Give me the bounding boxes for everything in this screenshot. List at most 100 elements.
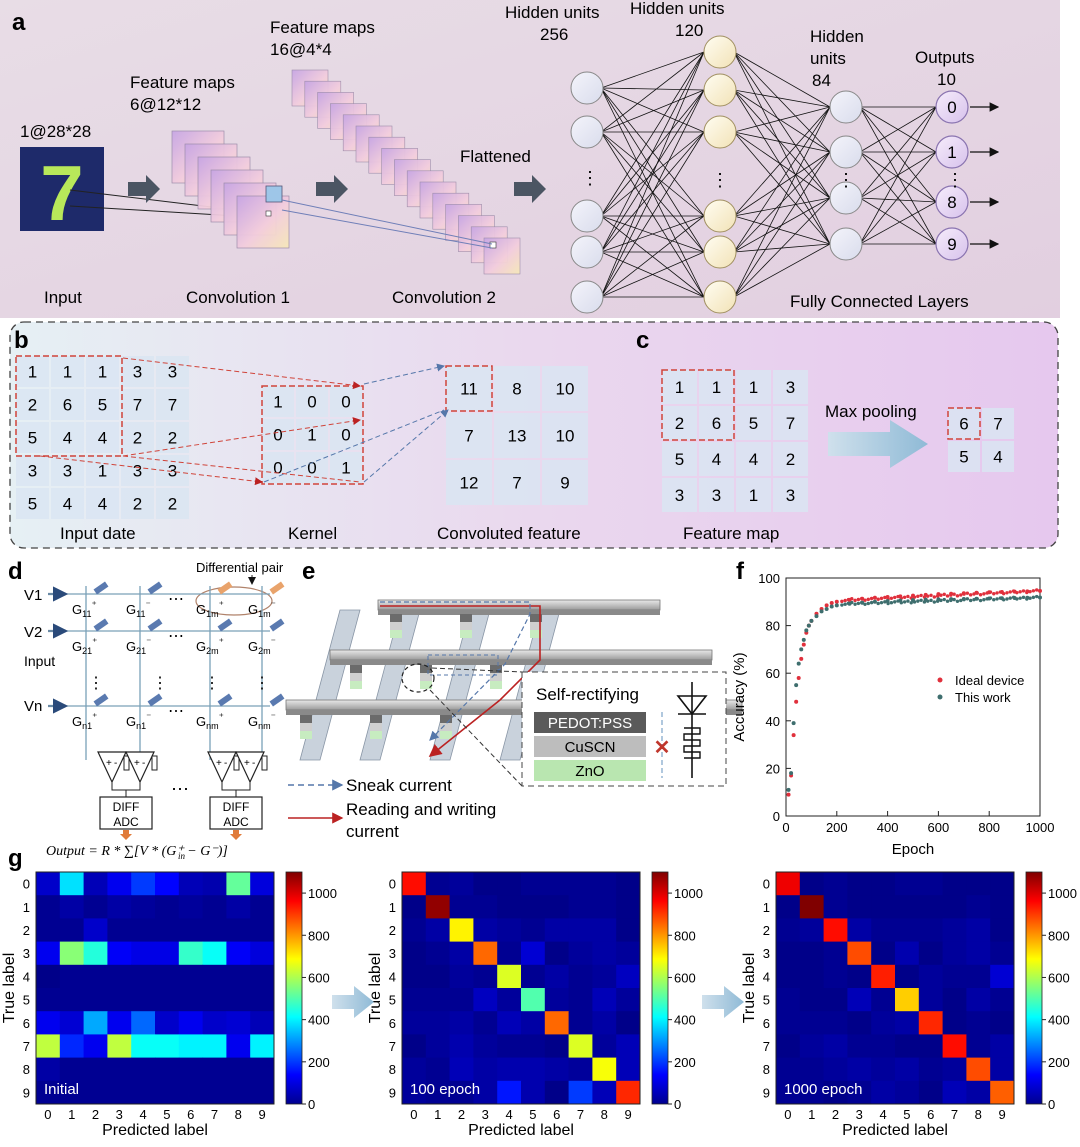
- data-point: [975, 597, 979, 601]
- feature-map-matrix-value: 3: [712, 486, 721, 505]
- heatmap-cell: [871, 1080, 896, 1105]
- pooled-matrix-cell: [982, 408, 1014, 439]
- kernel-matrix-value: 0: [341, 426, 350, 445]
- heatmap-cell: [497, 872, 522, 896]
- heatmap-cell: [568, 918, 593, 943]
- x-tick-label: 400: [877, 820, 899, 835]
- data-point: [829, 600, 834, 605]
- amplifier-icon: [97, 751, 127, 784]
- data-point: [799, 647, 804, 652]
- colorbar-tick-label: 800: [308, 928, 330, 943]
- network-edge: [600, 51, 705, 133]
- x-tick-label: 2: [458, 1107, 465, 1122]
- feature-map-matrix-value: 3: [675, 486, 684, 505]
- amplifier-icon: [125, 751, 155, 784]
- data-point: [843, 602, 847, 606]
- data-point: [926, 599, 930, 603]
- convoluted-matrix-cell: [542, 413, 588, 458]
- conductance-label: Gnm⁺: [196, 712, 224, 731]
- heatmap-cell: [473, 918, 498, 943]
- feature-map-matrix-cell: [662, 370, 697, 404]
- heatmap-cell: [497, 1080, 522, 1105]
- data-point: [1001, 598, 1006, 602]
- heatmap-cell: [131, 964, 156, 989]
- data-point: [955, 594, 960, 598]
- heatmap-cell: [799, 895, 825, 919]
- x-tick-label: 7: [577, 1107, 584, 1122]
- amp-ellipsis: ⋯: [171, 779, 189, 799]
- pooled-matrix-cell: [948, 408, 980, 439]
- heatmap-cell: [59, 1080, 85, 1105]
- data-point: [912, 595, 917, 599]
- kernel-matrix-cell: [262, 452, 294, 483]
- data-point: [801, 642, 806, 647]
- diff-adc-block: [99, 796, 153, 830]
- heatmap-cell: [226, 964, 251, 989]
- heatmap-cell: [799, 872, 825, 896]
- amp-sign: +: [134, 758, 140, 769]
- heatmap-cell: [83, 988, 108, 1012]
- network-edge: [600, 215, 705, 253]
- data-point: [896, 599, 900, 603]
- heatmap-cell: [966, 1011, 991, 1035]
- row-label-v2: V2: [24, 624, 42, 641]
- y-axis-label: True label: [1, 953, 18, 1024]
- conv-result-outline: [445, 365, 493, 412]
- panel-a: a 1@28*28 7 Input Feature maps 6@12*12 C…: [0, 0, 1060, 318]
- data-point: [1038, 595, 1042, 600]
- heatmap-cell: [59, 1057, 85, 1082]
- conv-connector: [363, 409, 449, 483]
- kernel-connector: [39, 455, 263, 486]
- feature-maps-2: [291, 69, 521, 275]
- heatmap-cell: [473, 964, 498, 989]
- y-tick-label: 8: [389, 1062, 396, 1077]
- heatmap-cell: [568, 1057, 593, 1082]
- pillar-top: [460, 614, 472, 622]
- heatmap-cell: [226, 918, 251, 943]
- heatmap-cell: [107, 1011, 132, 1035]
- pool-window: [661, 369, 735, 441]
- input-matrix-cell: [51, 488, 84, 519]
- colorbar-tick-label: 1000: [308, 886, 337, 901]
- x-tick-label: 0: [410, 1107, 417, 1122]
- heatmap-cell: [942, 895, 967, 919]
- data-point: [909, 601, 913, 605]
- amp-connection: [111, 782, 141, 791]
- heatmap-cell: [799, 988, 825, 1012]
- network-edge: [733, 89, 831, 108]
- output-node: [935, 185, 969, 219]
- heatmap-cell: [918, 988, 944, 1012]
- diff-adc-label: DIFF: [113, 800, 140, 814]
- data-point: [1005, 591, 1009, 595]
- colorbar-tick-label: 400: [308, 1013, 330, 1028]
- data-point: [843, 598, 847, 603]
- data-point: [952, 597, 956, 602]
- heatmap-cell: [990, 1080, 1015, 1105]
- heatmap-cell: [918, 1034, 944, 1059]
- data-point: [935, 594, 940, 598]
- data-point: [824, 606, 829, 611]
- x-tick-label: 9: [258, 1107, 265, 1122]
- data-point: [829, 604, 834, 609]
- heatmap-cell: [83, 918, 108, 943]
- input-matrix-value: 3: [168, 363, 177, 382]
- input-matrix-value: 2: [133, 429, 142, 448]
- conductance-label: G1m⁺: [196, 600, 224, 619]
- top-electrode-side: [330, 660, 712, 665]
- y-tick-label: 6: [23, 1016, 30, 1031]
- data-point: [863, 602, 867, 606]
- heatmap-cell: [250, 1080, 275, 1105]
- heatmap-cell: [895, 1034, 920, 1059]
- y-tick-label: 1: [763, 900, 770, 915]
- heatmap-cell: [155, 1011, 180, 1035]
- heatmap-cell: [473, 1080, 498, 1105]
- column-ellipsis: ⋯: [168, 628, 184, 645]
- convoluted-matrix-cell: [542, 366, 588, 411]
- heatmap-cell: [131, 1011, 156, 1035]
- data-point: [1038, 588, 1042, 593]
- panel-bc: b c 1 1 1 3 32 6 5 7 75 4 4 2 23 3 1 3 35 4 4 2 2 Input date…: [9, 321, 1059, 549]
- heatmap-cell: [425, 895, 451, 919]
- input-matrix-value: 2: [133, 495, 142, 514]
- amplifier-icon: [207, 751, 237, 784]
- input-matrix-cell: [121, 389, 154, 420]
